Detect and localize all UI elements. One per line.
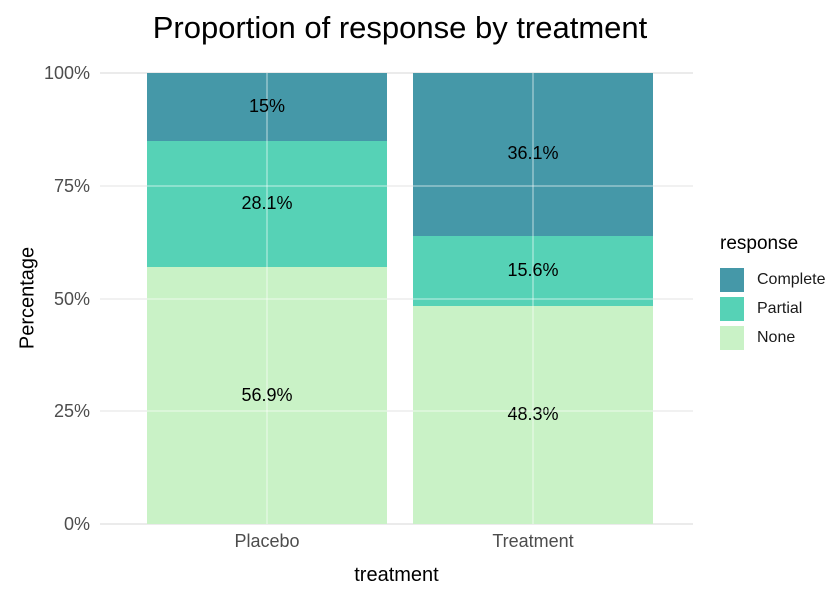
- gridline-through-bar: [532, 73, 534, 524]
- gridline-100%: [100, 72, 693, 74]
- x-tick-label-treatment: Treatment: [492, 531, 574, 551]
- segment-label-treatment-partial: 15.6%: [507, 259, 559, 280]
- bar-segment-treatment-none: 48.3%: [413, 306, 653, 524]
- y-tick-label-75%: 75%: [53, 175, 90, 196]
- legend-item-partial: Partial: [720, 297, 825, 321]
- legend-key-none: [720, 326, 744, 350]
- legend-items: Complete Partial None: [720, 268, 825, 350]
- legend-key-partial: [720, 297, 744, 321]
- bar-segment-treatment-partial: 15.6%: [413, 235, 653, 307]
- bar-placebo: 15% 28.1% 56.9%: [147, 73, 387, 524]
- legend-label-partial: Partial: [757, 300, 803, 317]
- gridline-overlay-75%: [100, 184, 693, 187]
- y-tick-label-25%: 25%: [53, 401, 90, 422]
- plot-panel: 15% 28.1% 56.9% 36.1% 15.6% 48.3%: [100, 72, 693, 525]
- gridline-through-bar: [266, 73, 268, 524]
- legend-label-complete: Complete: [757, 271, 826, 288]
- gridline-25%: [100, 410, 693, 413]
- legend-item-none: None: [720, 326, 825, 350]
- bar-segment-placebo-none: 56.9%: [147, 267, 387, 524]
- legend: response Complete Partial None: [720, 233, 825, 355]
- segment-label-placebo-complete: 15%: [248, 95, 286, 116]
- x-tick-label-placebo: Placebo: [234, 531, 300, 551]
- bar-segment-treatment-complete: 36.1%: [413, 73, 653, 236]
- bar-segment-placebo-complete: 15%: [147, 73, 387, 141]
- y-tick-label-100%: 100%: [43, 63, 90, 83]
- legend-item-complete: Complete: [720, 268, 825, 292]
- gridline-50%: [100, 297, 693, 300]
- y-tick-label-50%: 50%: [53, 288, 90, 309]
- gridline-overlay-25%: [100, 410, 693, 413]
- legend-title: response: [720, 233, 799, 254]
- gridline-75%: [100, 184, 693, 187]
- bar-segment-placebo-partial: 28.1%: [147, 140, 387, 268]
- gridline-overlay-50%: [100, 297, 693, 300]
- legend-label-none: None: [757, 329, 796, 346]
- segment-label-placebo-partial: 28.1%: [241, 193, 293, 213]
- gridline-0%: [100, 523, 693, 525]
- y-tick-label-0%: 0%: [63, 514, 90, 534]
- x-axis-title: treatment: [354, 564, 439, 586]
- chart-title: Proportion of response by treatment: [152, 10, 648, 45]
- segment-label-placebo-none: 56.9%: [241, 384, 293, 405]
- bar-treatment: 36.1% 15.6% 48.3%: [413, 73, 653, 524]
- legend-key-complete: [720, 268, 744, 292]
- segment-label-treatment-none: 48.3%: [507, 404, 559, 425]
- segment-label-treatment-complete: 36.1%: [507, 143, 559, 164]
